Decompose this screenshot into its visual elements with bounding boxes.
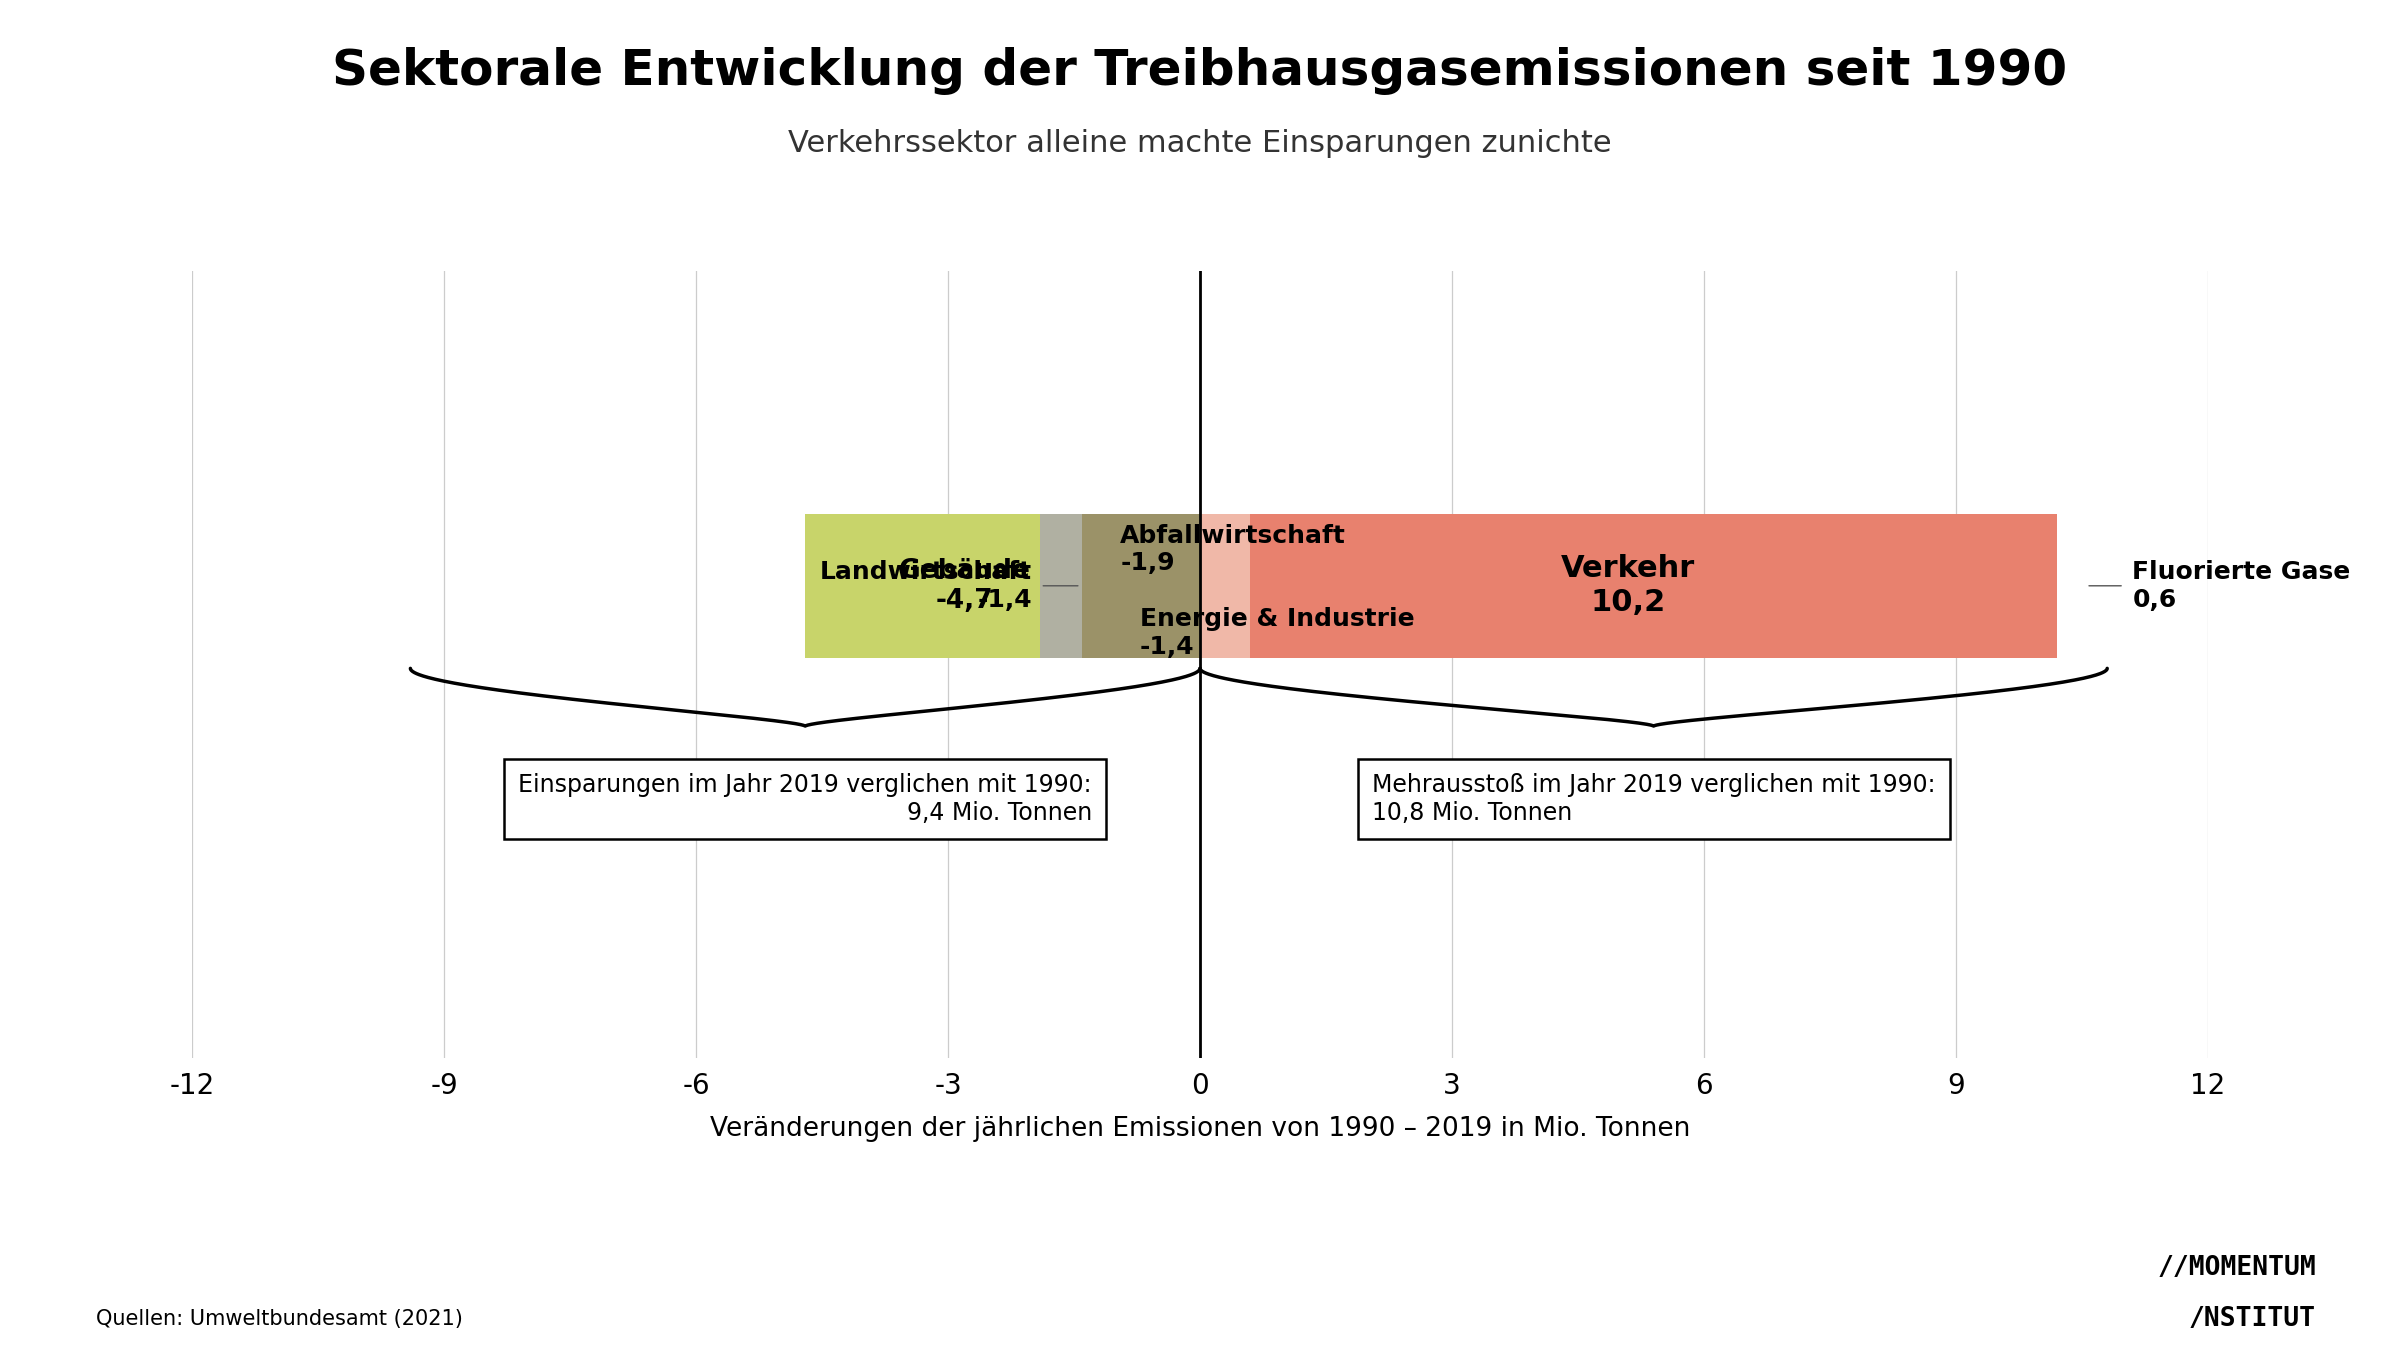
Text: Landwirtschaft
-1,4: Landwirtschaft -1,4 [821,560,1032,612]
Bar [1200,514,2057,658]
Text: Verkehrssektor alleine machte Einsparungen zunichte: Verkehrssektor alleine machte Einsparung… [787,129,1613,157]
Text: Quellen: Umweltbundesamt (2021): Quellen: Umweltbundesamt (2021) [96,1309,463,1329]
Text: Energie & Industrie
-1,4: Energie & Industrie -1,4 [1140,606,1414,659]
Text: Verkehr
10,2: Verkehr 10,2 [1562,555,1694,617]
Text: Einsparungen im Jahr 2019 verglichen mit 1990:
9,4 Mio. Tonnen: Einsparungen im Jahr 2019 verglichen mit… [518,773,1092,824]
Text: Gebäude
-4,7: Gebäude -4,7 [900,557,1030,614]
Text: /NSTITUT: /NSTITUT [2189,1306,2316,1332]
Text: Mehrausstoß im Jahr 2019 verglichen mit 1990:
10,8 Mio. Tonnen: Mehrausstoß im Jahr 2019 verglichen mit … [1373,773,1934,824]
Bar [1042,514,1200,658]
X-axis label: Veränderungen der jährlichen Emissionen von 1990 – 2019 in Mio. Tonnen: Veränderungen der jährlichen Emissionen … [710,1116,1690,1142]
Bar [1082,514,1200,658]
Bar [806,514,1200,658]
Text: Abfallwirtschaft
-1,9: Abfallwirtschaft -1,9 [1121,523,1346,575]
Text: //MOMENTUM: //MOMENTUM [2158,1256,2316,1281]
Bar [1200,514,1250,658]
Text: Sektorale Entwicklung der Treibhausgasemissionen seit 1990: Sektorale Entwicklung der Treibhausgasem… [334,47,2066,95]
Bar [1082,514,1200,658]
Text: Fluorierte Gase
0,6: Fluorierte Gase 0,6 [2134,560,2350,612]
